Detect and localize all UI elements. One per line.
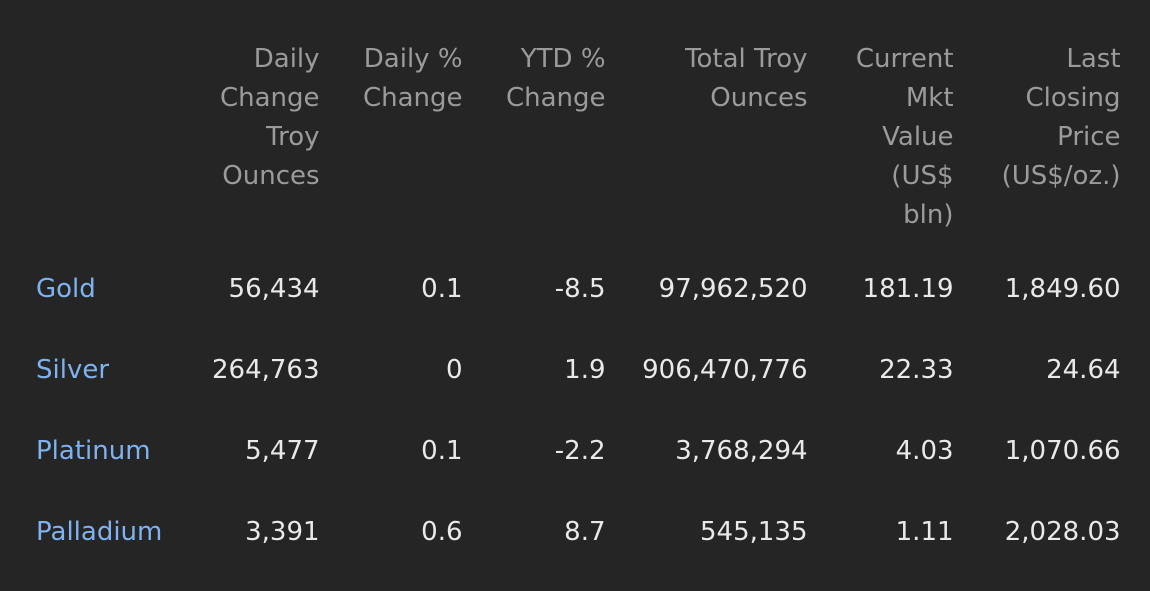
daily-change-cell: 5,477 — [245, 436, 320, 466]
header-line: Daily — [253, 44, 320, 74]
daily-percent-cell: 0 — [445, 355, 463, 385]
header-line: Current — [855, 44, 954, 74]
ytd-percent-cell: -8.5 — [554, 274, 606, 304]
header-ytd-percent-change: YTD % Change — [463, 40, 606, 273]
header-daily-change-troy-ounces: Daily Change Troy Ounces — [212, 40, 320, 273]
header-line: Closing — [1025, 83, 1121, 113]
header-current-mkt-value: Current Mkt Value (US$ bln) — [808, 40, 954, 273]
total-ounces-cell: 906,470,776 — [642, 355, 808, 385]
metal-name-link[interactable]: Platinum — [36, 436, 151, 466]
closing-price-cell: 24.64 — [1046, 355, 1121, 385]
header-line: Price — [1057, 122, 1121, 152]
metal-name-link[interactable]: Gold — [36, 274, 96, 304]
mkt-value-cell: 181.19 — [862, 274, 954, 304]
header-line: Change — [219, 83, 320, 113]
header-line: Value — [882, 122, 954, 152]
daily-percent-cell: 0.1 — [421, 436, 463, 466]
header-metal — [22, 40, 212, 273]
header-daily-percent-change: Daily % Change — [320, 40, 463, 273]
total-ounces-cell: 97,962,520 — [658, 274, 808, 304]
metal-name-link[interactable]: Palladium — [36, 517, 163, 547]
mkt-value-cell: 4.03 — [895, 436, 954, 466]
metals-table: Daily Change Troy Ounces Daily % Change … — [22, 40, 1121, 591]
header-line: Change — [505, 83, 606, 113]
header-line: bln) — [903, 200, 954, 230]
total-ounces-cell: 3,768,294 — [675, 436, 808, 466]
table-row-silver: Silver 264,763 0 1.9 906,470,776 22.33 2… — [22, 354, 1121, 435]
daily-percent-cell: 0.1 — [421, 274, 463, 304]
header-line: Ounces — [222, 161, 320, 191]
daily-change-cell: 3,391 — [245, 517, 320, 547]
header-line: Total Troy — [685, 44, 808, 74]
table-row-platinum: Platinum 5,477 0.1 -2.2 3,768,294 4.03 1… — [22, 435, 1121, 516]
closing-price-cell: 2,028.03 — [1004, 517, 1121, 547]
table-row-palladium: Palladium 3,391 0.6 8.7 545,135 1.11 2,0… — [22, 516, 1121, 591]
header-line: (US$/oz.) — [1001, 161, 1121, 191]
header-line: Mkt — [905, 83, 954, 113]
mkt-value-cell: 22.33 — [879, 355, 954, 385]
closing-price-cell: 1,849.60 — [1004, 274, 1121, 304]
ytd-percent-cell: -2.2 — [554, 436, 606, 466]
header-row: Daily Change Troy Ounces Daily % Change … — [22, 40, 1121, 273]
mkt-value-cell: 1.11 — [895, 517, 954, 547]
header-total-troy-ounces: Total Troy Ounces — [606, 40, 808, 273]
header-line: YTD % — [520, 44, 606, 74]
header-line: Change — [362, 83, 463, 113]
closing-price-cell: 1,070.66 — [1004, 436, 1121, 466]
header-last-closing-price: Last Closing Price (US$/oz.) — [954, 40, 1121, 273]
header-line: (US$ — [891, 161, 954, 191]
header-line: Troy — [266, 122, 320, 152]
header-line: Ounces — [710, 83, 808, 113]
daily-change-cell: 264,763 — [212, 355, 320, 385]
header-line: Last — [1066, 44, 1121, 74]
table-row-gold: Gold 56,434 0.1 -8.5 97,962,520 181.19 1… — [22, 273, 1121, 354]
header-line: Daily % — [363, 44, 463, 74]
metal-name-link[interactable]: Silver — [36, 355, 110, 385]
total-ounces-cell: 545,135 — [700, 517, 808, 547]
daily-percent-cell: 0.6 — [421, 517, 463, 547]
ytd-percent-cell: 1.9 — [564, 355, 606, 385]
daily-change-cell: 56,434 — [228, 274, 320, 304]
ytd-percent-cell: 8.7 — [564, 517, 606, 547]
